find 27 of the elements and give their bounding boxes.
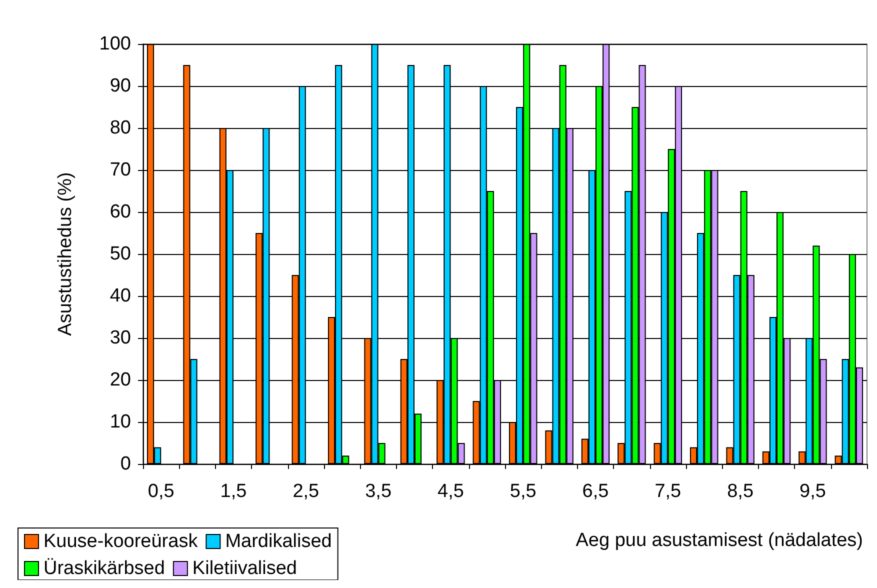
y-tick-label: 60 bbox=[110, 202, 131, 222]
x-tick-label: 1,5 bbox=[220, 481, 247, 502]
y-tick-label: 0 bbox=[120, 454, 131, 474]
x-tick-label: 2,5 bbox=[292, 481, 320, 502]
x-axis-title: Aeg puu asustamisest (nädalates) bbox=[576, 530, 864, 551]
legend-label: Üraskikärbsed bbox=[44, 558, 165, 579]
legend-label: Kuuse-kooreürask bbox=[44, 531, 198, 552]
y-tick-label: 30 bbox=[110, 328, 131, 348]
x-tick-label: 0,5 bbox=[148, 481, 174, 502]
y-tick-label: 100 bbox=[99, 34, 131, 54]
y-tick-label: 40 bbox=[110, 286, 131, 306]
y-tick-label: 20 bbox=[110, 370, 131, 390]
y-tick-label: 70 bbox=[110, 160, 131, 180]
y-tick-label: 10 bbox=[110, 412, 131, 432]
legend-label: Kiletiivalised bbox=[192, 558, 297, 579]
x-tick-label: 6,5 bbox=[582, 481, 609, 502]
x-tick-label: 7,5 bbox=[654, 481, 682, 502]
x-tick-label: 5,5 bbox=[510, 481, 536, 502]
y-axis-title: Asustustihedus (%) bbox=[55, 172, 76, 336]
y-tick-label: 50 bbox=[110, 244, 131, 264]
x-tick-label: 4,5 bbox=[437, 481, 464, 502]
x-tick-label: 8,5 bbox=[727, 481, 754, 502]
x-tick-label: 9,5 bbox=[799, 481, 826, 502]
legend-label: Mardikalised bbox=[225, 531, 332, 552]
y-tick-label: 90 bbox=[110, 76, 131, 96]
y-tick-label: 80 bbox=[110, 118, 131, 138]
x-tick-label: 3,5 bbox=[365, 481, 392, 502]
